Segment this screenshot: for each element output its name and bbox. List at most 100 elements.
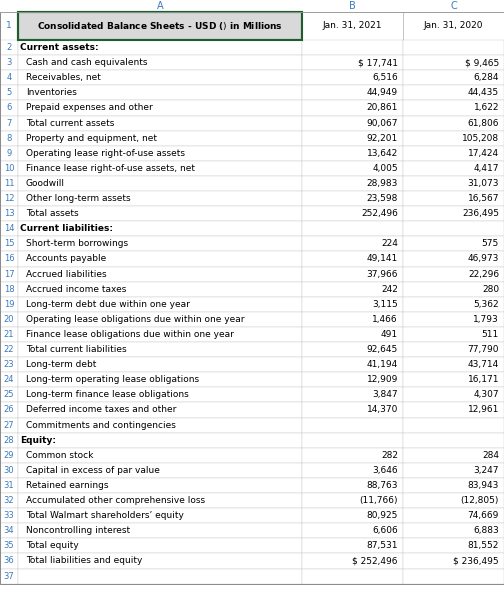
Text: 16,567: 16,567 bbox=[468, 194, 499, 203]
Bar bbox=[403, 463, 504, 478]
Text: 511: 511 bbox=[482, 330, 499, 339]
Bar bbox=[18, 40, 302, 55]
Text: Accrued liabilities: Accrued liabilities bbox=[26, 270, 107, 278]
Bar bbox=[403, 191, 504, 206]
Text: Long-term finance lease obligations: Long-term finance lease obligations bbox=[26, 390, 189, 400]
Text: Total liabilities and equity: Total liabilities and equity bbox=[26, 557, 142, 565]
Bar bbox=[18, 130, 302, 146]
Text: 27: 27 bbox=[4, 421, 14, 429]
Bar bbox=[18, 403, 302, 418]
Bar bbox=[403, 554, 504, 568]
Text: 224: 224 bbox=[381, 239, 398, 248]
Text: Commitments and contingencies: Commitments and contingencies bbox=[26, 421, 176, 429]
Bar bbox=[0, 281, 18, 297]
Bar bbox=[18, 267, 302, 281]
Text: 37,966: 37,966 bbox=[366, 270, 398, 278]
Text: 34: 34 bbox=[4, 526, 14, 535]
Text: 3: 3 bbox=[7, 58, 12, 67]
Bar bbox=[0, 403, 18, 418]
Text: 1,793: 1,793 bbox=[473, 315, 499, 324]
Text: 14: 14 bbox=[4, 224, 14, 233]
Bar bbox=[302, 70, 403, 85]
Text: 30: 30 bbox=[4, 466, 14, 475]
Bar bbox=[302, 267, 403, 281]
Bar bbox=[18, 12, 302, 40]
Text: 1,622: 1,622 bbox=[473, 104, 499, 113]
Bar bbox=[0, 0, 504, 12]
Text: 3,847: 3,847 bbox=[372, 390, 398, 400]
Bar bbox=[0, 312, 18, 327]
Bar bbox=[403, 448, 504, 463]
Bar bbox=[403, 176, 504, 191]
Bar bbox=[18, 312, 302, 327]
Bar bbox=[302, 372, 403, 387]
Bar bbox=[302, 191, 403, 206]
Bar bbox=[18, 463, 302, 478]
Text: 31: 31 bbox=[4, 481, 14, 490]
Text: 74,669: 74,669 bbox=[468, 511, 499, 520]
Bar bbox=[0, 327, 18, 342]
Bar bbox=[18, 116, 302, 130]
Text: $ 252,496: $ 252,496 bbox=[352, 557, 398, 565]
Text: 23: 23 bbox=[4, 360, 14, 369]
Text: $ 9,465: $ 9,465 bbox=[465, 58, 499, 67]
Bar bbox=[302, 327, 403, 342]
Text: 1,466: 1,466 bbox=[372, 315, 398, 324]
Text: 2: 2 bbox=[7, 43, 12, 52]
Text: 61,806: 61,806 bbox=[468, 119, 499, 127]
Text: 282: 282 bbox=[381, 451, 398, 460]
Text: 1: 1 bbox=[6, 21, 12, 30]
Text: 12,961: 12,961 bbox=[468, 406, 499, 415]
Text: Accounts payable: Accounts payable bbox=[26, 255, 106, 264]
Text: Long-term debt due within one year: Long-term debt due within one year bbox=[26, 300, 190, 309]
Bar bbox=[302, 568, 403, 583]
Text: Current assets:: Current assets: bbox=[20, 43, 99, 52]
Bar bbox=[18, 418, 302, 432]
Bar bbox=[18, 372, 302, 387]
Bar bbox=[0, 116, 18, 130]
Text: 17: 17 bbox=[4, 270, 14, 278]
Bar bbox=[403, 55, 504, 70]
Text: 10: 10 bbox=[4, 164, 14, 173]
Text: 28: 28 bbox=[4, 435, 14, 445]
Bar bbox=[403, 236, 504, 252]
Bar bbox=[302, 523, 403, 538]
Text: 4,417: 4,417 bbox=[473, 164, 499, 173]
Text: 15: 15 bbox=[4, 239, 14, 248]
Text: 491: 491 bbox=[381, 330, 398, 339]
Bar bbox=[302, 281, 403, 297]
Text: 22: 22 bbox=[4, 345, 14, 354]
Bar bbox=[0, 12, 18, 40]
Bar bbox=[302, 387, 403, 403]
Bar bbox=[302, 176, 403, 191]
Bar bbox=[0, 191, 18, 206]
Bar bbox=[403, 297, 504, 312]
Bar bbox=[18, 448, 302, 463]
Bar bbox=[403, 130, 504, 146]
Bar bbox=[0, 478, 18, 493]
Bar bbox=[18, 85, 302, 100]
Bar bbox=[0, 146, 18, 161]
Text: Retained earnings: Retained earnings bbox=[26, 481, 108, 490]
Text: Inventories: Inventories bbox=[26, 88, 77, 97]
Bar bbox=[302, 146, 403, 161]
Text: 11: 11 bbox=[4, 179, 14, 188]
Bar bbox=[18, 538, 302, 554]
Bar bbox=[302, 85, 403, 100]
Bar bbox=[403, 372, 504, 387]
Bar bbox=[403, 418, 504, 432]
Text: 49,141: 49,141 bbox=[367, 255, 398, 264]
Bar bbox=[0, 297, 18, 312]
Bar bbox=[18, 146, 302, 161]
Text: A: A bbox=[157, 1, 163, 11]
Text: Equity:: Equity: bbox=[20, 435, 56, 445]
Bar bbox=[0, 40, 18, 55]
Bar bbox=[0, 252, 18, 267]
Bar bbox=[18, 70, 302, 85]
Bar bbox=[403, 538, 504, 554]
Bar bbox=[403, 357, 504, 372]
Text: Cash and cash equivalents: Cash and cash equivalents bbox=[26, 58, 148, 67]
Text: Current liabilities:: Current liabilities: bbox=[20, 224, 113, 233]
Text: 37: 37 bbox=[4, 572, 15, 580]
Bar bbox=[18, 342, 302, 357]
